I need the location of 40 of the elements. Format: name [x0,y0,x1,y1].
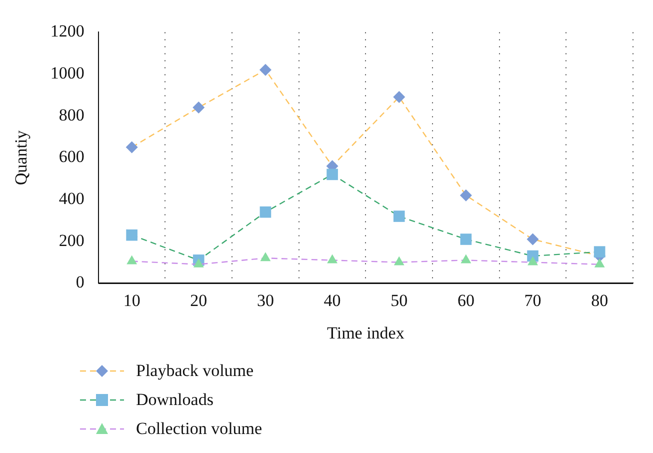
x-tick-label: 30 [256,290,274,310]
x-tick-label: 20 [190,290,208,310]
y-tick-label: 600 [58,147,84,166]
x-tick-label: 50 [390,290,408,310]
y-tick-label: 0 [76,272,84,292]
x-axis-title: Time index [327,323,405,342]
x-tick-label: 60 [457,290,474,310]
point [393,91,406,104]
legend-label: Playback volume [136,360,254,380]
point [327,254,338,264]
point [526,233,539,246]
point [394,256,404,266]
point [126,255,138,264]
y-axis-title: Quantiy [12,130,31,186]
point [259,64,272,76]
point [126,141,138,154]
point [460,234,472,245]
point [460,189,472,202]
point [460,254,472,264]
point [260,252,271,262]
y-tick-label: 400 [58,189,84,208]
point [326,168,338,180]
y-tick-label: 800 [58,105,84,124]
point [193,258,204,268]
y-tick-label: 1000 [50,64,84,82]
point [192,102,205,114]
point [393,210,405,222]
x-tick-label: 40 [324,290,341,310]
point [594,246,606,258]
point [126,229,138,241]
x-tick-label: 70 [524,290,542,310]
y-tick-label: 1200 [50,22,84,41]
x-tick-label: 80 [591,290,608,310]
legend-label: Downloads [136,390,214,410]
legend-label: Collection volume [136,418,262,438]
point [260,206,272,218]
point [594,258,605,268]
x-tick-label: 10 [123,290,140,310]
point [528,256,538,266]
y-tick-label: 200 [58,230,84,250]
